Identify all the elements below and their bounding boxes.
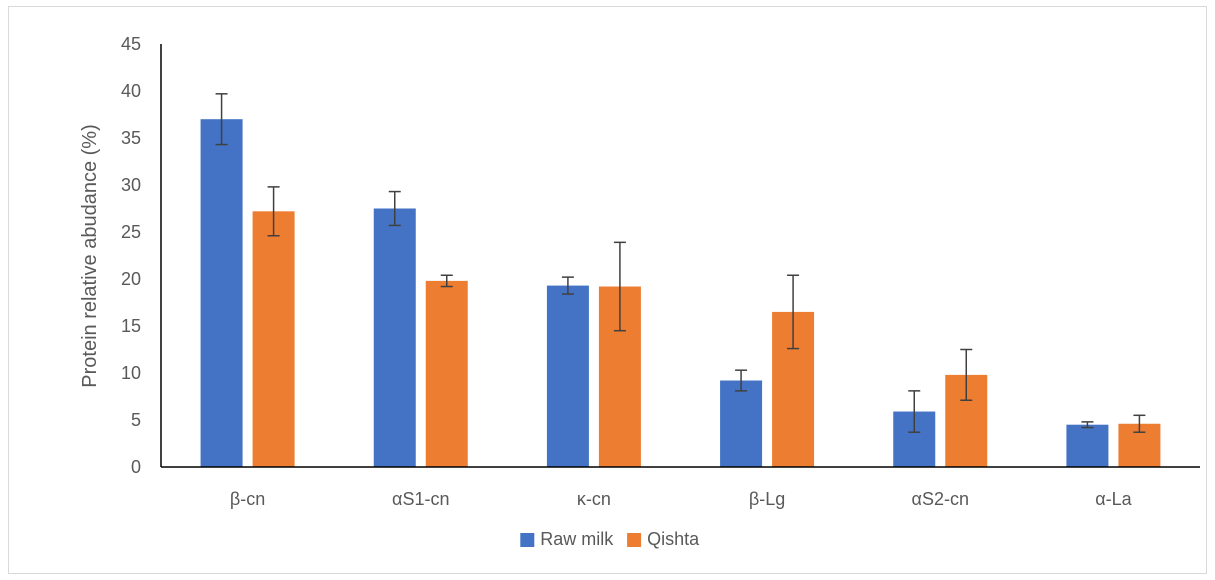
- y-tick-label: 0: [131, 457, 141, 477]
- legend-swatch: [627, 533, 642, 547]
- y-tick-label: 10: [121, 363, 141, 383]
- bar: [373, 208, 416, 467]
- y-axis-ticks: 0 5 10 15 20 25 30 35 40 45: [121, 34, 141, 477]
- bar: [425, 280, 468, 467]
- bars: [200, 119, 1161, 467]
- y-tick-label: 25: [121, 222, 141, 242]
- bar: [720, 380, 763, 467]
- bar: [200, 119, 243, 467]
- y-tick-label: 35: [121, 128, 141, 148]
- y-tick-label: 45: [121, 34, 141, 54]
- error-bars: [215, 93, 1146, 433]
- y-tick-label: 30: [121, 175, 141, 195]
- legend-label: Raw milk: [540, 529, 614, 549]
- x-tick-label: αS1-cn: [392, 489, 449, 509]
- bar: [1066, 424, 1109, 467]
- legend-label: Qishta: [647, 529, 700, 549]
- y-tick-label: 40: [121, 81, 141, 101]
- x-axis-labels: β-cn αS1-cn κ-cn β-Lg αS2-cn α-La: [230, 489, 1133, 509]
- y-axis-title: Protein relative abudance (%): [79, 124, 101, 387]
- bar: [252, 211, 295, 467]
- legend-swatch: [520, 533, 535, 547]
- x-tick-label: α-La: [1095, 489, 1132, 509]
- y-tick-label: 15: [121, 316, 141, 336]
- x-tick-label: β-Lg: [749, 489, 785, 509]
- y-tick-label: 5: [131, 410, 141, 430]
- x-tick-label: β-cn: [230, 489, 265, 509]
- x-tick-label: αS2-cn: [912, 489, 969, 509]
- y-tick-label: 20: [121, 269, 141, 289]
- legend: Raw milk Qishta: [520, 529, 700, 549]
- bar: [546, 285, 589, 467]
- x-tick-label: κ-cn: [577, 489, 611, 509]
